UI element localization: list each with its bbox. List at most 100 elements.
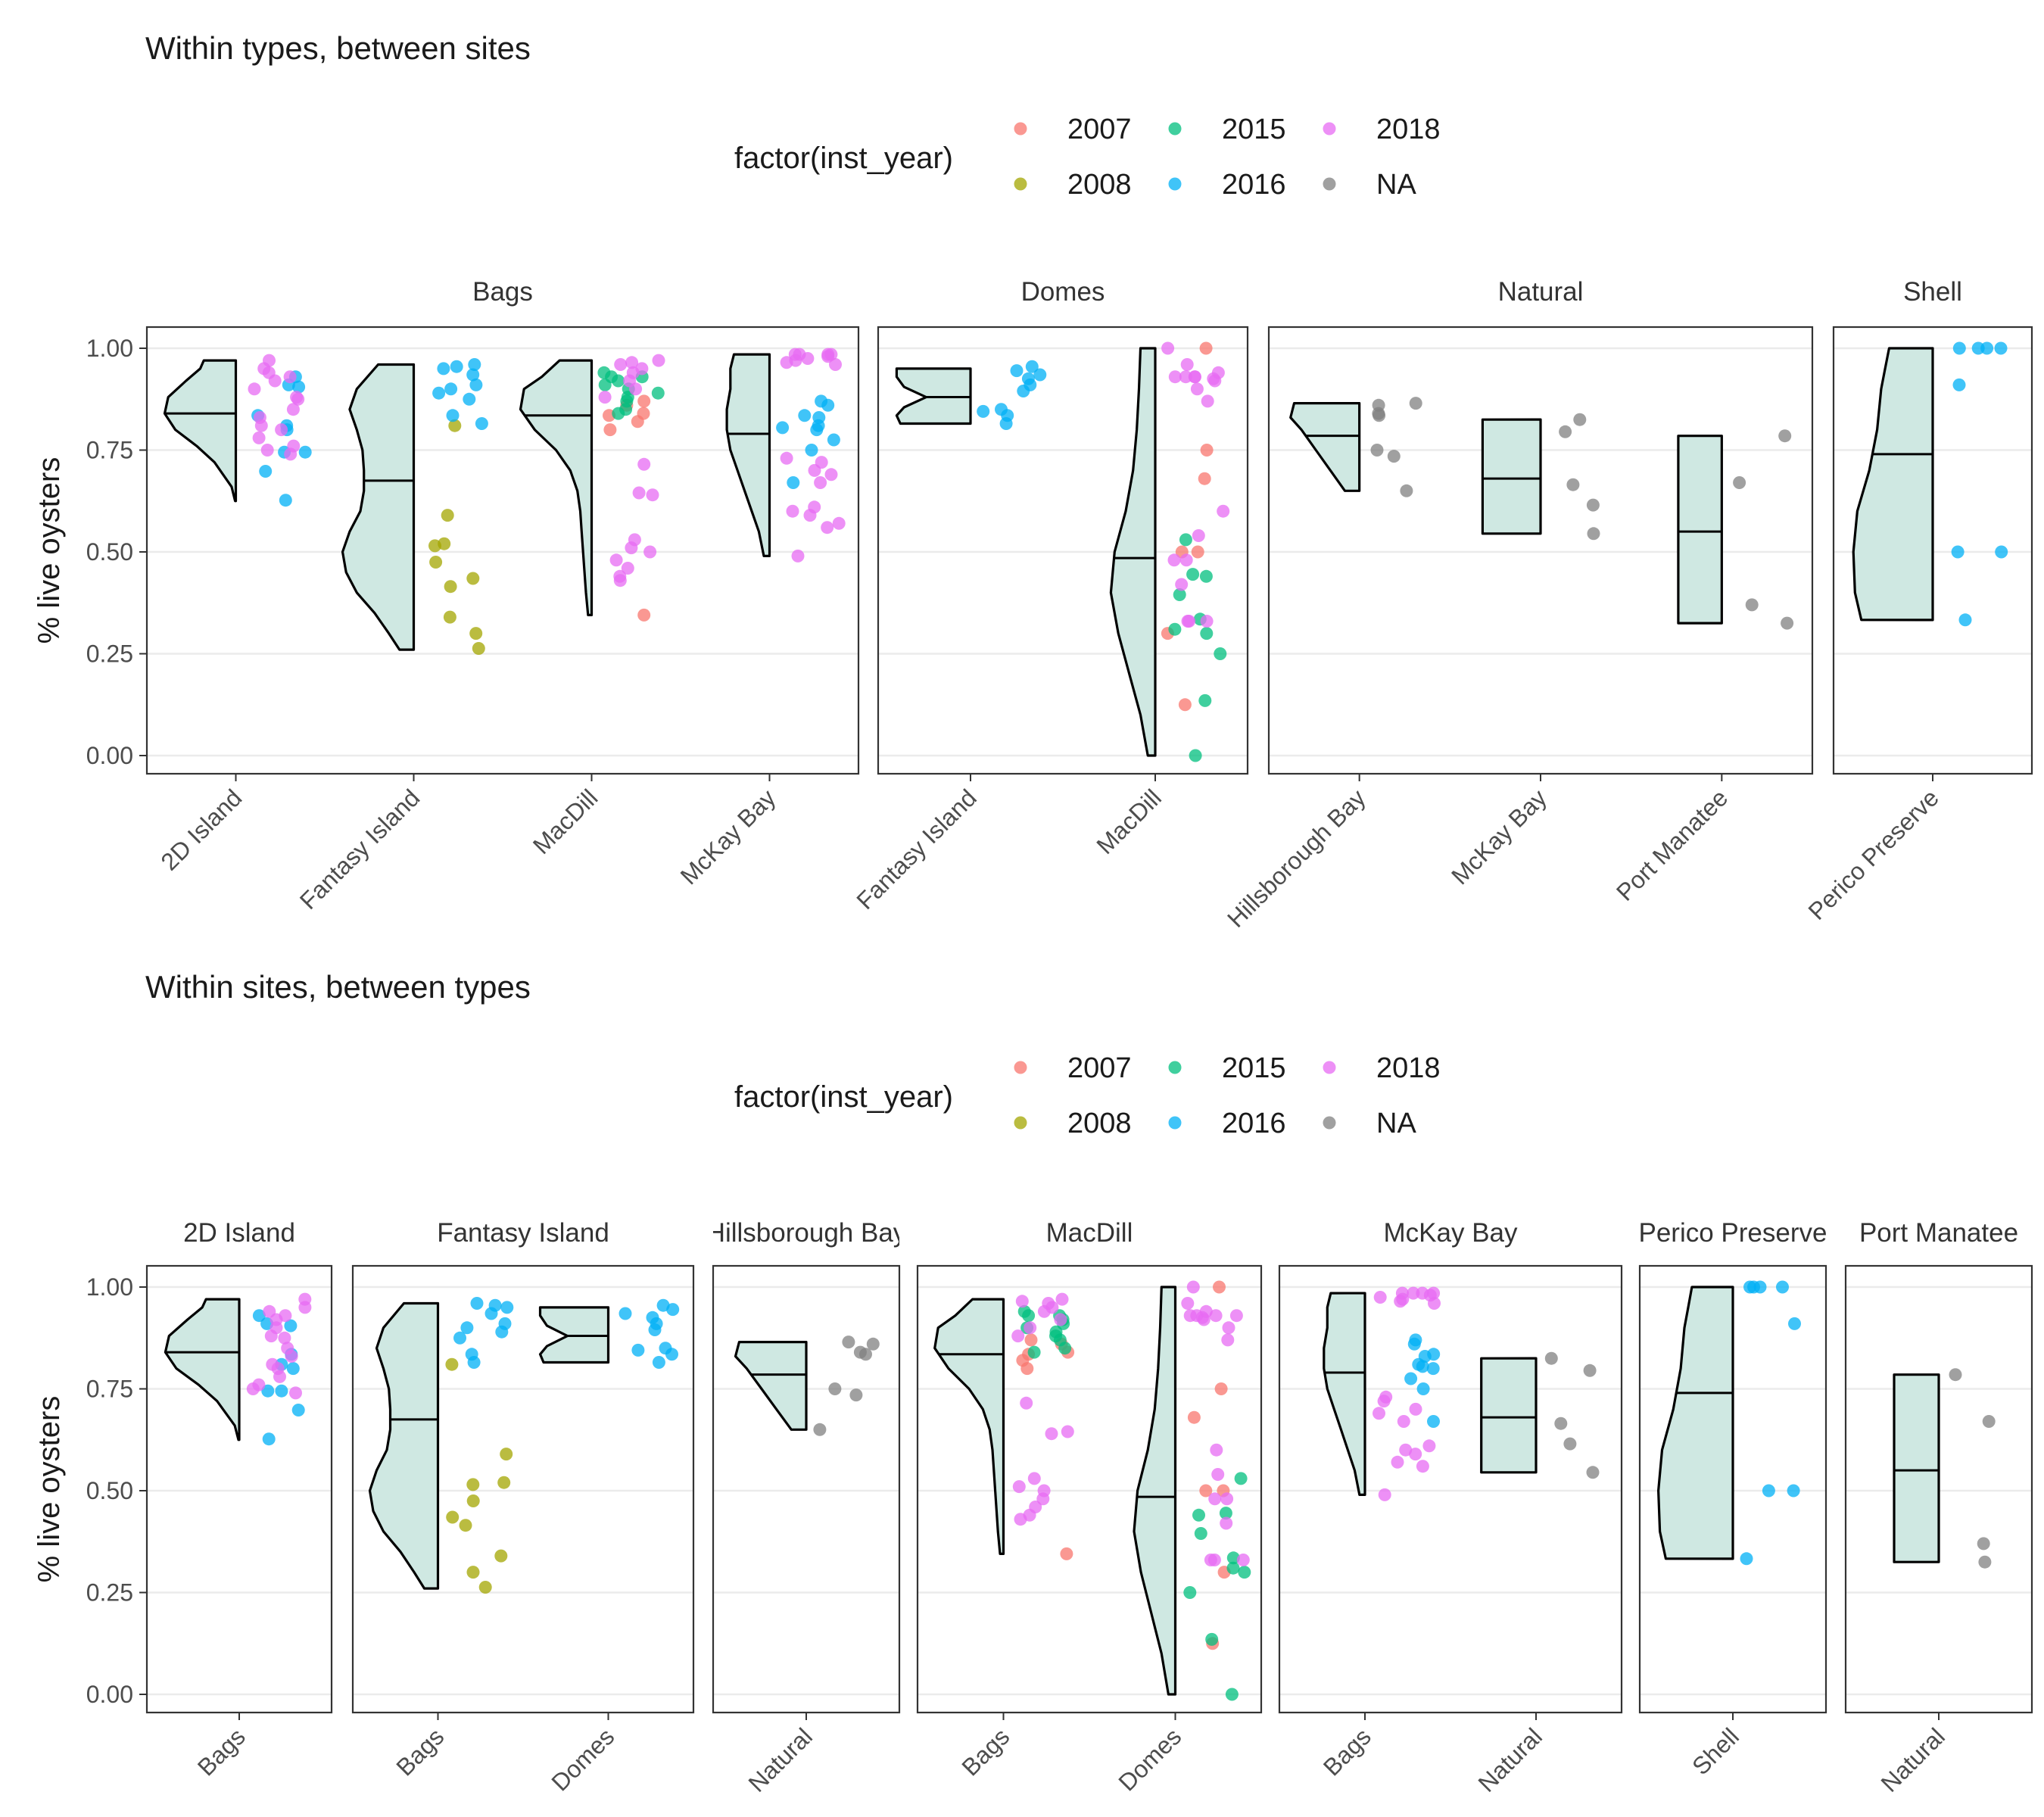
- panel-border: [1267, 326, 1814, 775]
- data-point: [1189, 749, 1202, 762]
- data-point: [1186, 568, 1200, 581]
- x-tick-label: Natural: [1473, 1722, 1547, 1797]
- data-point: [1373, 1407, 1385, 1420]
- data-point: [866, 1337, 880, 1351]
- y-axis-title: % live oysters: [33, 457, 66, 644]
- data-point: [621, 562, 634, 575]
- data-point: [1054, 1313, 1067, 1326]
- data-point: [1207, 1554, 1221, 1566]
- data-point: [1210, 1443, 1223, 1457]
- y-axis-ticks: 0.00 0.25 0.50 0.75 1.00: [86, 335, 147, 769]
- data-point: [1200, 444, 1214, 457]
- data-point: [1221, 1333, 1235, 1347]
- data-point: [1994, 341, 2008, 355]
- data-point: [1426, 1362, 1440, 1376]
- violin-half: [1657, 1286, 1734, 1560]
- data-point: [453, 1331, 466, 1345]
- data-point: [1180, 358, 1194, 371]
- group-macdill: MacDill: [519, 354, 665, 859]
- data-point: [1587, 527, 1600, 541]
- data-point: [1192, 1508, 1205, 1522]
- data-point: [460, 1321, 474, 1335]
- x-tick-label: Domes: [546, 1722, 619, 1796]
- data-point: [815, 394, 828, 408]
- x-tick-label: 2D Island: [155, 784, 247, 875]
- data-point: [1208, 1492, 1222, 1506]
- x-tick-label: Port Manatee: [1611, 784, 1733, 905]
- data-point: [500, 1301, 514, 1314]
- facet-strip-label: Domes: [1021, 277, 1105, 307]
- data-point: [829, 358, 842, 371]
- data-point: [1229, 1309, 1243, 1323]
- violin-half: [1133, 1286, 1177, 1696]
- violin-half: [1323, 1292, 1366, 1496]
- violin-half: [1109, 347, 1157, 757]
- panel-border: [145, 326, 860, 775]
- y-tick-label: 0.50: [86, 1477, 133, 1504]
- legend: factor(inst_year) 2007 2015 2018 2008 2016 NA: [734, 1052, 1441, 1139]
- data-point: [263, 1304, 276, 1318]
- data-point: [1427, 1286, 1441, 1300]
- legend-label-na: NA: [1376, 1108, 1416, 1139]
- data-point: [805, 444, 818, 457]
- facet-strip-label: Port Manatee: [1859, 1218, 2018, 1248]
- group-shell: Shell: [1657, 1280, 1801, 1780]
- group-mckay-bay: McKay Bay: [675, 348, 846, 890]
- data-point: [652, 354, 665, 367]
- data-point: [252, 431, 266, 444]
- data-point: [441, 509, 454, 522]
- data-point: [827, 433, 840, 447]
- data-point: [832, 516, 846, 530]
- data-point: [787, 476, 800, 489]
- data-point: [1020, 1396, 1033, 1410]
- data-point: [1781, 616, 1794, 630]
- x-tick-label: Bags: [192, 1722, 251, 1781]
- data-point: [278, 1331, 291, 1345]
- legend-key-2007: [1014, 122, 1027, 136]
- data-point: [651, 386, 665, 400]
- data-point: [466, 1566, 480, 1579]
- data-point: [1226, 1561, 1240, 1575]
- facet-panel-2d-island: 2D Island Bags: [145, 1218, 333, 1781]
- facet-strip-label: 2D Island: [183, 1218, 295, 1248]
- data-point: [1012, 1480, 1026, 1494]
- data-point: [1219, 1507, 1232, 1520]
- data-point: [466, 572, 480, 585]
- data-point: [798, 409, 812, 422]
- data-point: [1397, 1415, 1410, 1428]
- data-point: [289, 1386, 302, 1400]
- data-point: [1198, 693, 1212, 707]
- legend-key-2007: [1014, 1061, 1027, 1074]
- data-point: [1788, 1317, 1801, 1330]
- data-point: [1573, 413, 1587, 426]
- data-point: [1586, 1466, 1600, 1479]
- panel-border: [712, 1264, 901, 1714]
- data-point: [1407, 1286, 1420, 1300]
- legend-key-2018: [1323, 1061, 1336, 1074]
- x-tick-label: Hillsborough Bay: [1222, 784, 1371, 933]
- legend-entry-2008: 2008: [1014, 169, 1132, 201]
- data-point: [635, 362, 649, 376]
- legend-title: factor(inst_year): [734, 1080, 953, 1114]
- data-point: [1198, 472, 1211, 485]
- data-point: [1182, 615, 1196, 628]
- data-point: [1387, 450, 1401, 463]
- data-point: [1017, 1304, 1031, 1318]
- data-point: [1399, 1443, 1413, 1457]
- facet-panel-hillsborough-bay: Hillsborough Bay Natural: [712, 1218, 901, 1797]
- data-point: [815, 456, 828, 469]
- data-point: [637, 407, 650, 420]
- data-point: [1190, 382, 1204, 396]
- data-point: [275, 423, 288, 437]
- group-bags: Bags: [368, 1297, 514, 1781]
- legend-key-2015: [1168, 1061, 1182, 1074]
- data-point: [1021, 372, 1035, 385]
- data-point: [1055, 1292, 1069, 1306]
- facet-panel-bags: Bags 2D Island Fantasy Island MacDill McKay …: [145, 277, 860, 915]
- violin-half: [1480, 1357, 1538, 1474]
- facet-strip-label: Natural: [1498, 277, 1584, 307]
- data-point: [1378, 1488, 1391, 1501]
- data-point: [1010, 364, 1024, 378]
- data-point: [466, 368, 480, 382]
- data-point: [438, 537, 451, 550]
